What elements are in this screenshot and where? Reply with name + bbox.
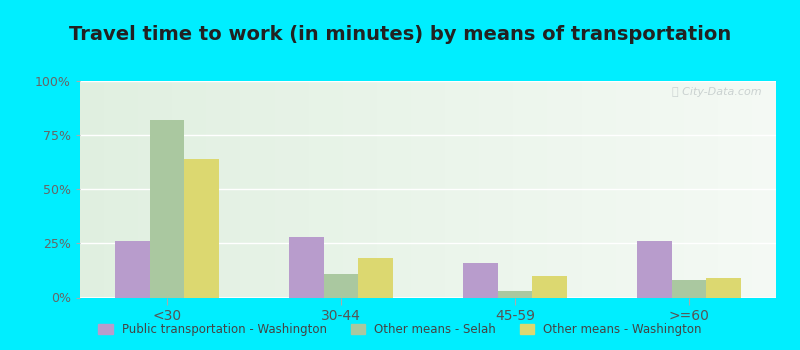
- Bar: [671, 280, 706, 298]
- Bar: [462, 263, 498, 298]
- Bar: [184, 159, 219, 298]
- Bar: [706, 278, 742, 298]
- Bar: [533, 276, 567, 298]
- Bar: [323, 274, 358, 298]
- Bar: [358, 258, 394, 298]
- Text: Ⓜ City-Data.com: Ⓜ City-Data.com: [673, 87, 762, 97]
- Bar: [289, 237, 323, 298]
- Bar: [150, 120, 184, 298]
- Text: Travel time to work (in minutes) by means of transportation: Travel time to work (in minutes) by mean…: [69, 25, 731, 43]
- Legend: Public transportation - Washington, Other means - Selah, Other means - Washingto: Public transportation - Washington, Othe…: [94, 318, 706, 341]
- Bar: [115, 241, 150, 298]
- Bar: [498, 291, 533, 298]
- Bar: [637, 241, 672, 298]
